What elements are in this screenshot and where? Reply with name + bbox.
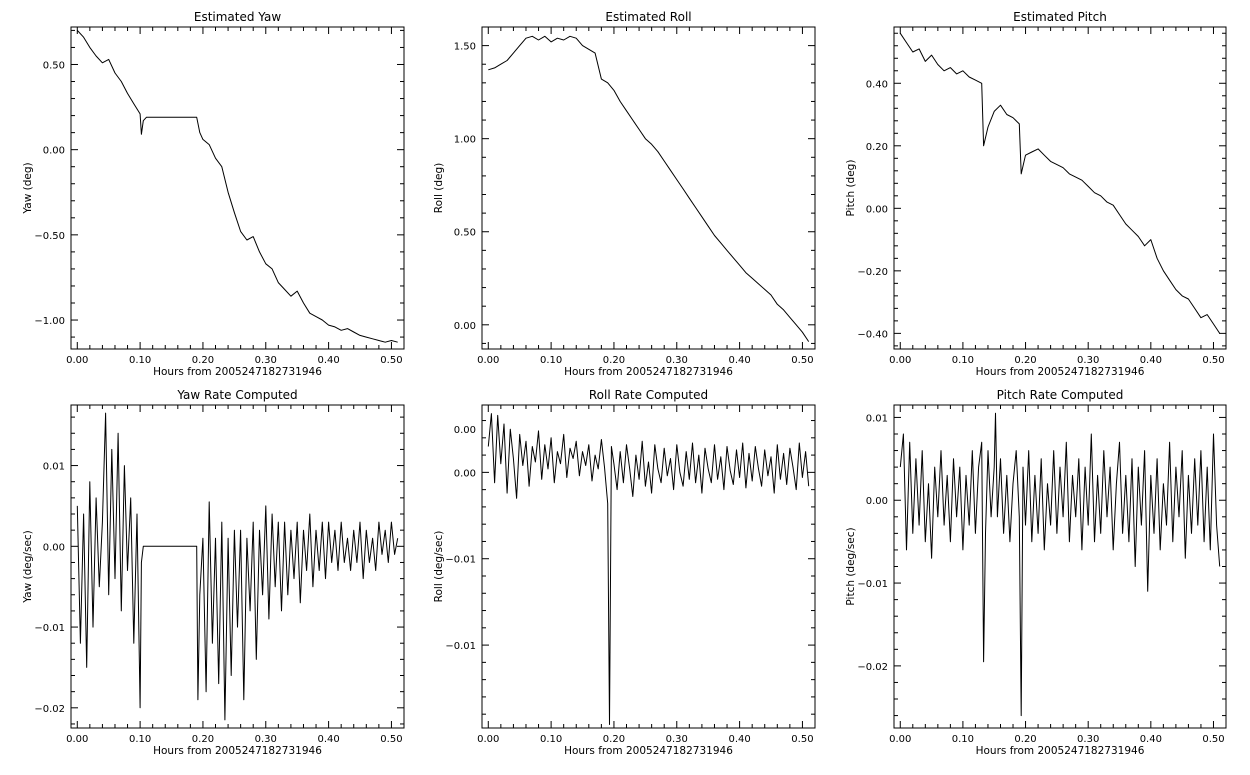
roll-title: Estimated Roll: [605, 10, 691, 24]
pitch-rate-x-tick-label: 0.30: [1077, 734, 1099, 745]
pitch-x-tick-label: 0.20: [1014, 355, 1036, 366]
yaw-x-tick-label: 0.20: [192, 355, 214, 366]
pitch-title: Estimated Pitch: [1013, 10, 1107, 24]
roll-rate-x-axis-label: Hours from 2005247182731946: [564, 745, 733, 757]
pitch-series-line: [899, 33, 1221, 334]
pitch-y-tick-label: 0.20: [866, 142, 888, 153]
roll-rate-plot-frame: [481, 404, 816, 729]
yaw-rate-x-tick-label: 0.30: [255, 734, 277, 745]
roll-rate-title: Roll Rate Computed: [589, 388, 708, 402]
pitch-rate-x-tick-label: 0.40: [1140, 734, 1162, 745]
roll-x-tick-label: 0.40: [728, 355, 750, 366]
pitch-x-tick-label: 0.40: [1140, 355, 1162, 366]
roll-y-tick-label: 0.00: [454, 321, 476, 332]
pitch-x-axis-label: Hours from 2005247182731946: [976, 366, 1145, 378]
yaw-y-axis-label: Yaw (deg): [22, 162, 34, 214]
yaw-x-tick-label: 0.40: [317, 355, 339, 366]
roll-y-tick-label: 0.50: [454, 228, 476, 239]
yaw-y-tick-label: −0.50: [34, 231, 65, 242]
roll-rate-series-line: [487, 413, 810, 725]
yaw-rate-plot-frame: [70, 404, 405, 729]
yaw-rate-y-tick-label: 0.00: [43, 542, 65, 553]
pitch-rate-y-tick-label: −0.01: [857, 579, 888, 590]
roll-plot-frame: [481, 26, 816, 350]
pitch-plot-frame: [893, 26, 1227, 350]
yaw-y-tick-label: 0.00: [43, 146, 65, 157]
pitch-x-tick-label: 0.10: [952, 355, 974, 366]
yaw-series-line: [76, 30, 398, 343]
yaw-x-axis-label: Hours from 2005247182731946: [153, 366, 322, 378]
yaw-panel: 0.00 0.10 0.20 0.30 0.40 0.50 0.50 0.00 −0.50 −1.…: [22, 10, 405, 378]
pitch-rate-x-tick-label: 0.50: [1202, 734, 1224, 745]
pitch-x-tick-label: 0.50: [1202, 355, 1224, 366]
yaw-rate-series-line: [76, 412, 399, 721]
roll-rate-y-tick-label: −0.01: [445, 641, 476, 652]
roll-x-tick-label: 0.20: [603, 355, 625, 366]
roll-y-tick-label: 1.00: [454, 135, 476, 146]
yaw-rate-x-tick-label: 0.00: [66, 734, 88, 745]
yaw-y-tick-label: −1.00: [34, 316, 65, 327]
roll-panel: 0.00 0.10 0.20 0.30 0.40 0.50 1.50 1.00 0.50 0.00…: [433, 10, 816, 378]
yaw-rate-y-tick-label: −0.02: [34, 704, 65, 715]
roll-x-axis-label: Hours from 2005247182731946: [564, 366, 733, 378]
roll-y-tick-label: 1.50: [454, 42, 476, 53]
pitch-rate-y-tick-label: −0.02: [857, 662, 888, 673]
pitch-panel: 0.00 0.10 0.20 0.30 0.40 0.50 0.40 0.20 0.00 −0.2…: [845, 10, 1227, 378]
pitch-rate-title: Pitch Rate Computed: [997, 388, 1124, 402]
pitch-rate-plot-frame: [893, 404, 1227, 729]
pitch-rate-series-line: [899, 412, 1221, 717]
yaw-rate-y-tick-label: −0.01: [34, 623, 65, 634]
pitch-y-tick-label: 0.40: [866, 79, 888, 90]
roll-rate-y-axis-label: Roll (deg/sec): [433, 531, 445, 603]
yaw-x-tick-label: 0.00: [66, 355, 88, 366]
yaw-title: Estimated Yaw: [194, 10, 281, 24]
roll-rate-y-tick-label: 0.00: [454, 425, 476, 436]
pitch-rate-y-tick-label: 0.00: [866, 496, 888, 507]
roll-rate-y-tick-label: −0.01: [445, 555, 476, 566]
roll-rate-panel: 0.00 0.10 0.20 0.30 0.40 0.50 0.00 −0.01 −0.01 0.…: [433, 388, 816, 757]
yaw-x-tick-label: 0.30: [255, 355, 277, 366]
pitch-rate-y-axis-label: Pitch (deg/sec): [845, 527, 857, 605]
pitch-x-tick-label: 0.30: [1077, 355, 1099, 366]
yaw-x-tick-label: 0.50: [380, 355, 402, 366]
pitch-rate-x-tick-label: 0.00: [889, 734, 911, 745]
roll-rate-x-tick-label: 0.20: [603, 734, 625, 745]
yaw-rate-x-tick-label: 0.50: [380, 734, 402, 745]
yaw-rate-x-axis-label: Hours from 2005247182731946: [153, 745, 322, 757]
roll-x-tick-label: 0.10: [540, 355, 562, 366]
roll-rate-x-tick-label: 0.10: [540, 734, 562, 745]
pitch-x-tick-label: 0.00: [889, 355, 911, 366]
yaw-plot-frame: [70, 26, 405, 350]
roll-rate-x-tick-label: 0.00: [477, 734, 499, 745]
roll-x-tick-label: 0.50: [791, 355, 813, 366]
yaw-rate-y-axis-label: Yaw (deg/sec): [22, 530, 34, 604]
pitch-rate-y-tick-label: 0.01: [866, 413, 888, 424]
yaw-rate-panel: 0.00 0.10 0.20 0.30 0.40 0.50 0.01 0.00 −0.01 −0.…: [22, 388, 405, 757]
pitch-rate-panel: 0.00 0.10 0.20 0.30 0.40 0.50 0.01 0.00 −0.01 −0.…: [845, 388, 1227, 757]
yaw-x-tick-label: 0.10: [129, 355, 151, 366]
yaw-rate-x-tick-label: 0.10: [129, 734, 151, 745]
roll-rate-x-tick-label: 0.50: [791, 734, 813, 745]
roll-rate-x-tick-label: 0.30: [666, 734, 688, 745]
pitch-rate-x-axis-label: Hours from 2005247182731946: [976, 745, 1145, 757]
roll-x-tick-label: 0.30: [666, 355, 688, 366]
pitch-y-axis-label: Pitch (deg): [845, 160, 857, 217]
yaw-rate-x-tick-label: 0.20: [192, 734, 214, 745]
pitch-y-tick-label: 0.00: [866, 204, 888, 215]
yaw-y-tick-label: 0.50: [43, 60, 65, 71]
pitch-y-tick-label: −0.40: [857, 329, 888, 340]
pitch-rate-x-tick-label: 0.20: [1014, 734, 1036, 745]
roll-series-line: [488, 35, 810, 342]
roll-x-tick-label: 0.00: [477, 355, 499, 366]
roll-rate-x-tick-label: 0.40: [728, 734, 750, 745]
roll-rate-y-tick-label: 0.00: [454, 468, 476, 479]
yaw-rate-title: Yaw Rate Computed: [176, 388, 297, 402]
yaw-rate-y-tick-label: 0.01: [43, 462, 65, 473]
pitch-y-tick-label: −0.20: [857, 267, 888, 278]
pitch-rate-x-tick-label: 0.10: [952, 734, 974, 745]
roll-y-axis-label: Roll (deg): [433, 163, 445, 213]
yaw-rate-x-tick-label: 0.40: [317, 734, 339, 745]
